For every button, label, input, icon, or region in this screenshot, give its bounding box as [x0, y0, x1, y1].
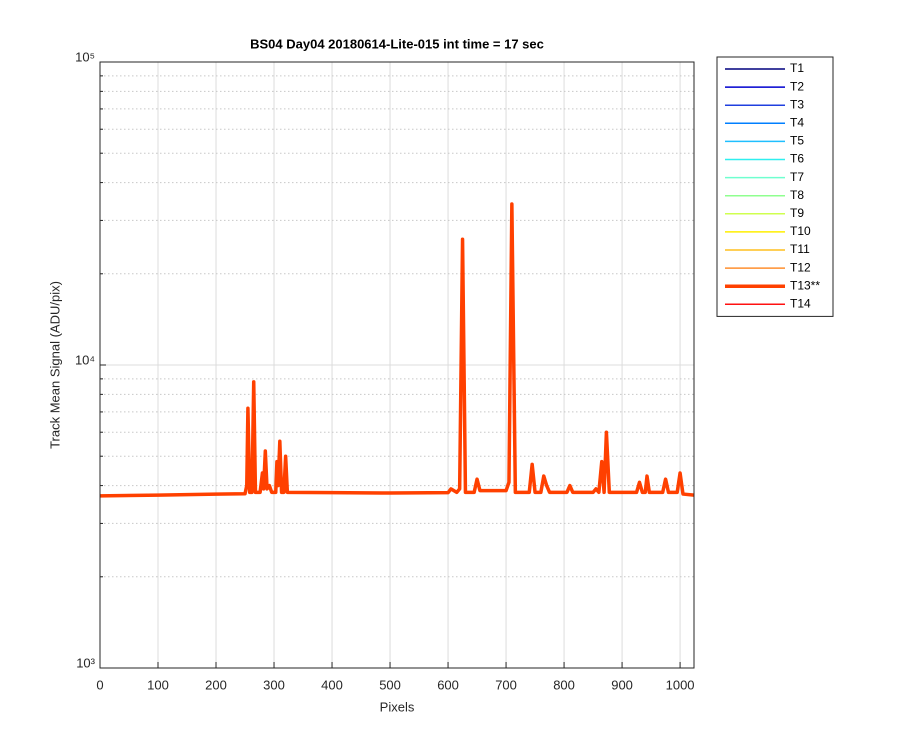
- x-axis-label: Pixels: [380, 699, 415, 714]
- legend: T1 T2 T3 T4 T5 T6 T7 T8 T9 T10 T11 T12 T13** T14: [716, 56, 834, 317]
- legend-label: T5: [790, 134, 804, 148]
- data-line: [99, 202, 695, 498]
- x-tick-label: 500: [379, 677, 401, 692]
- ticks: 0 100 200 300 400 500 600 700 800 900 1000 10³ 10⁴ 10…: [75, 49, 695, 692]
- x-tick-label: 0: [96, 677, 103, 692]
- legend-label: T9: [790, 206, 804, 220]
- legend-label: T13**: [790, 278, 820, 292]
- legend-label: T1: [790, 61, 804, 75]
- y-axis-label: Track Mean Signal (ADU/pix): [47, 281, 62, 449]
- legend-label: T8: [790, 188, 804, 202]
- grid: [99, 61, 694, 669]
- x-tick-label: 200: [205, 677, 227, 692]
- x-tick-label: 800: [553, 677, 575, 692]
- legend-label: T10: [790, 224, 811, 238]
- y-tick-label: 10⁵: [75, 49, 95, 64]
- legend-label: T3: [790, 97, 804, 111]
- y-tick-label: 10³: [76, 655, 95, 670]
- x-tick-label: 300: [263, 677, 285, 692]
- x-tick-label: 700: [495, 677, 517, 692]
- x-tick-label: 100: [147, 677, 169, 692]
- x-tick-label: 1000: [666, 677, 695, 692]
- lines: [99, 202, 695, 498]
- chart-title: BS04 Day04 20180614-Lite-015 int time = …: [250, 36, 544, 51]
- legend-label: T12: [790, 260, 811, 274]
- legend-label: T7: [790, 170, 804, 184]
- y-tick-label: 10⁴: [75, 352, 95, 367]
- legend-label: T4: [790, 115, 804, 129]
- legend-box: [716, 56, 834, 317]
- legend-label: T14: [790, 296, 811, 310]
- legend-label: T11: [790, 242, 810, 256]
- x-tick-label: 400: [321, 677, 343, 692]
- legend-label: T2: [790, 79, 804, 93]
- x-tick-label: 900: [611, 677, 633, 692]
- legend-label: T6: [790, 152, 804, 166]
- x-tick-label: 600: [437, 677, 459, 692]
